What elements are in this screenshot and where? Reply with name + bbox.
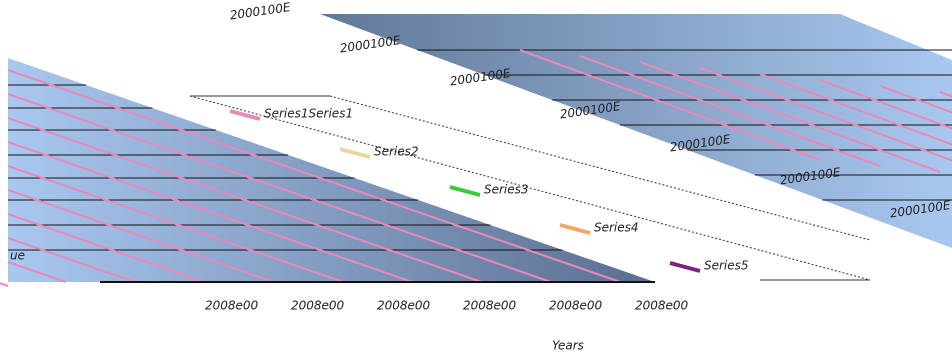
diagonal-line <box>819 79 952 130</box>
diagonal-line <box>699 67 952 162</box>
diagonal-line <box>0 282 9 287</box>
grid <box>0 49 952 287</box>
axis-label: ue <box>10 249 25 263</box>
diagonal-line <box>7 141 413 283</box>
legend-swatch <box>669 261 701 273</box>
diagonal-line <box>7 165 344 283</box>
diagonal-line <box>7 117 483 283</box>
legend-swatch <box>559 223 591 235</box>
legend-label: Series4 <box>594 221 639 235</box>
left-panel <box>8 58 655 282</box>
x-tick-label: 2008e00 <box>635 299 689 313</box>
legend-label: Series2 <box>374 145 419 159</box>
diagonal-line <box>7 213 205 283</box>
diagonal-line <box>7 261 67 283</box>
x-tick-label: 2008e00 <box>463 299 517 313</box>
x-tick-label: 2008e00 <box>549 299 603 313</box>
axis-title: Years <box>552 339 584 353</box>
axis-label: 2000100E <box>229 0 292 22</box>
legend-swatch <box>229 109 261 121</box>
axis-label: 2000100E <box>449 66 512 88</box>
x-tick-label: 2008e00 <box>291 299 345 313</box>
diagonal-line <box>639 61 941 173</box>
dotted-edge <box>189 95 871 281</box>
diagonal-line <box>7 237 136 283</box>
diagonal-line <box>579 55 881 167</box>
legend-label: Series1Series1 <box>264 107 353 121</box>
legend-label: Series3 <box>484 183 529 197</box>
dotted-edge <box>329 95 871 241</box>
legend-swatch <box>449 185 481 197</box>
legend-swatch <box>339 147 371 159</box>
diagonal-line <box>519 49 821 161</box>
axis-label: 2000100E <box>339 33 402 55</box>
diagonal-line <box>7 69 621 283</box>
right-panel <box>320 14 952 248</box>
x-tick-label: 2008e00 <box>377 299 431 313</box>
diagonal-line <box>7 189 275 283</box>
diagonal-line <box>759 73 952 146</box>
x-tick-label: 2008e00 <box>205 299 259 313</box>
diagonal-line <box>7 93 552 283</box>
diagonal-line <box>879 85 952 114</box>
legend-label: Series5 <box>704 259 749 273</box>
